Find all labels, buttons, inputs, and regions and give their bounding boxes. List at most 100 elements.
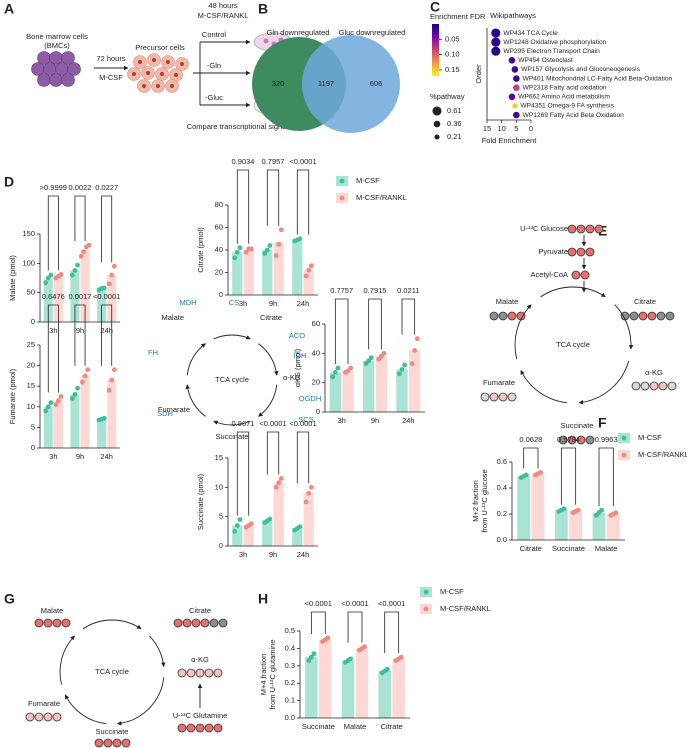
significance-bracket [266, 169, 280, 226]
p-value: <0.0001 [289, 157, 316, 166]
x-tick-label: 15 [483, 124, 491, 133]
data-point [561, 506, 567, 512]
carbon [121, 738, 131, 748]
carbon [218, 618, 228, 628]
y-tick-label: 50 [27, 288, 35, 297]
bar [363, 360, 375, 412]
y-axis-label: αKG (pmol) [293, 348, 302, 387]
p-value: 0.0628 [519, 435, 542, 444]
branch [193, 42, 201, 105]
p-value: 0.0227 [95, 183, 118, 192]
bar [273, 482, 284, 546]
significance-bracket [560, 447, 577, 505]
carbon [585, 435, 595, 445]
carbon [112, 738, 122, 748]
cell [263, 38, 269, 44]
legend-label: M-CSF/RANKL [356, 193, 407, 202]
cell [61, 73, 75, 87]
significance-bracket [74, 304, 86, 366]
cell [37, 73, 51, 87]
dot [513, 84, 520, 91]
enzyme: FH [148, 348, 158, 357]
bar [531, 473, 545, 540]
x-tick-label: Citrate [381, 722, 403, 731]
y-tick-label: 25 [27, 340, 35, 349]
bar [80, 375, 90, 448]
metabolite: Acetyl-CoA [530, 270, 568, 279]
data-point [248, 521, 254, 527]
panel-label: H [258, 591, 268, 607]
data-point [234, 523, 240, 528]
data-point [232, 255, 238, 261]
metabolite: Succinate [216, 432, 249, 441]
x-tick-label: 9h [269, 550, 277, 559]
y-tick-label: 0.5 [285, 626, 295, 635]
y-axis-label: Citrate (pmol) [196, 227, 205, 273]
data-point [264, 247, 270, 253]
enzyme: MDH [179, 298, 196, 307]
cell-nucleus [180, 62, 184, 66]
significance-bracket [523, 447, 539, 469]
colorbar-tick-label: 0.05 [445, 34, 460, 43]
data-point [335, 365, 341, 371]
bar [319, 639, 332, 718]
data-point [72, 392, 78, 397]
colorbar-title: Enrichment FDR [430, 12, 486, 21]
significance-bracket [347, 611, 363, 643]
tca-d: TCA cycle Malate Citrate α-KG Succinate … [148, 298, 321, 441]
data-point [311, 651, 317, 657]
cell-nucleus [170, 84, 174, 88]
data-point [297, 236, 303, 242]
tracing-g: TCA cycle Malate Citrate α-KG Fumarate S… [28, 606, 227, 736]
bar [70, 270, 80, 322]
cycle-label: TCA cycle [556, 340, 590, 349]
condition: Control [202, 30, 227, 39]
carbon [195, 723, 205, 733]
p-value: <0.0001 [341, 599, 368, 608]
bar [262, 520, 273, 546]
data-point [111, 367, 117, 373]
cycle-label: TCA cycle [95, 667, 129, 676]
legend-swatch [423, 589, 429, 595]
y-tick-label: 10 [215, 482, 223, 491]
carbon [480, 392, 490, 402]
metabolite: α-KG [283, 373, 301, 382]
y-axis-label: M+2 fraction [471, 480, 480, 521]
cycle-arrow [520, 370, 567, 404]
y-axis-label: Malate (pmol) [8, 255, 17, 301]
p-value: 0.0211 [397, 286, 419, 295]
data-point [414, 336, 420, 342]
p-value: <0.0001 [259, 419, 286, 428]
data-point [75, 385, 80, 391]
carbon [640, 381, 650, 391]
bar [305, 657, 318, 718]
legend-swatch [339, 178, 345, 184]
data-point [384, 666, 390, 672]
size-legend-dot [432, 106, 442, 116]
data-point [58, 394, 64, 399]
p-value: 0.7957 [262, 157, 285, 166]
dot [512, 103, 518, 109]
carbon [580, 270, 590, 280]
metabolite: Malate [41, 606, 64, 615]
bar [554, 510, 568, 540]
carbon [629, 311, 639, 321]
y-tick-label: 0.0 [285, 713, 295, 722]
data-point [243, 249, 249, 255]
bar [342, 370, 354, 412]
p-value: 0.5784 [557, 435, 580, 444]
x-tick-label: 9h [76, 326, 84, 335]
y-tick-label: 80 [215, 200, 223, 209]
carbon [34, 618, 44, 628]
bar [232, 252, 243, 295]
data-point [409, 361, 415, 366]
data-point [538, 470, 543, 475]
data-point [330, 374, 336, 380]
cycle-arrow [258, 343, 279, 376]
carbon [177, 723, 187, 733]
cell [67, 62, 81, 76]
data-point [523, 472, 529, 478]
significance-bracket [401, 298, 416, 335]
bar [606, 514, 620, 540]
